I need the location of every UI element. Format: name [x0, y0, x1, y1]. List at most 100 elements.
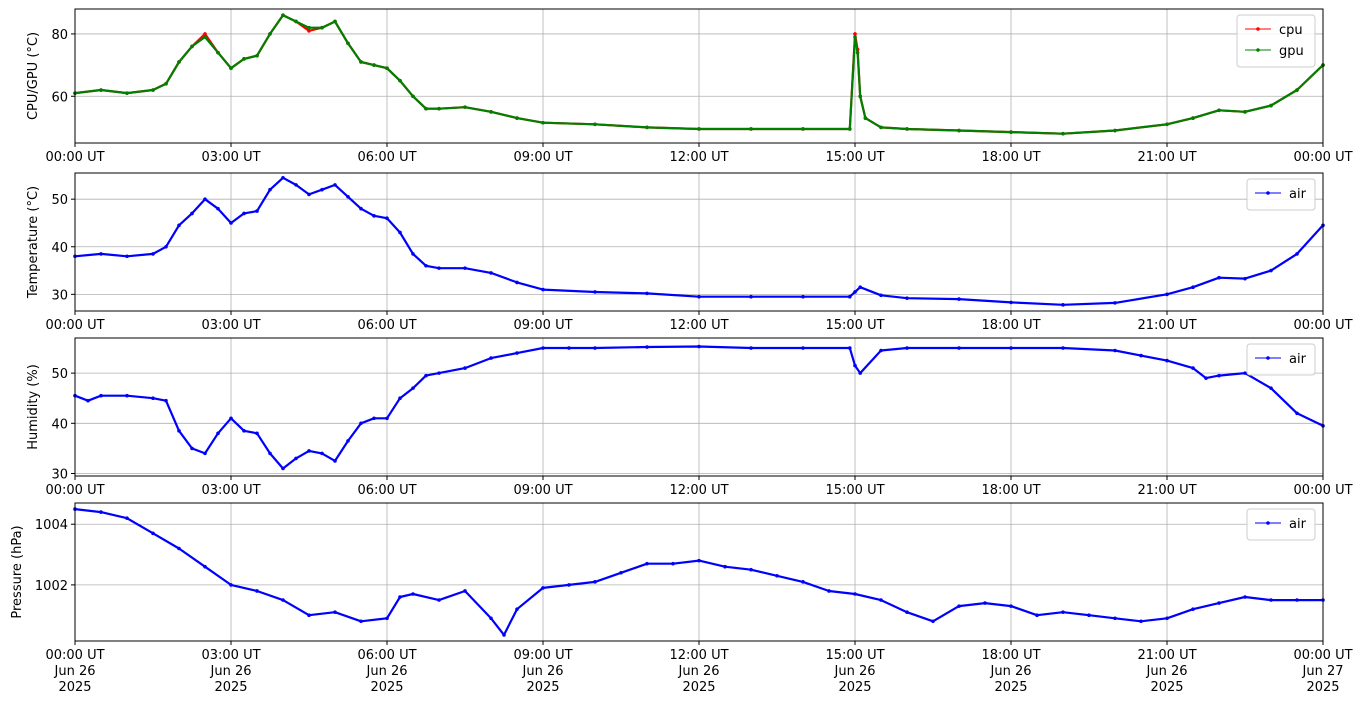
data-point-air [697, 558, 701, 563]
y-tick-label: 50 [51, 367, 68, 382]
data-point-air [801, 580, 805, 584]
data-point-air [125, 393, 129, 398]
data-point-air [190, 211, 194, 216]
data-point-air [1191, 607, 1195, 611]
x-tick-label: 00:00 UT [45, 648, 104, 663]
data-point-gpu [125, 91, 129, 95]
data-point-gpu [229, 66, 233, 71]
legend-swatch-marker [1256, 48, 1260, 52]
data-point-air [151, 252, 155, 256]
data-point-gpu [489, 110, 493, 114]
data-point-air [320, 187, 324, 192]
data-point-air [372, 416, 376, 421]
data-point-air [1243, 595, 1247, 599]
data-point-gpu [1295, 88, 1299, 92]
data-point-air [801, 294, 805, 299]
data-point-air [645, 345, 649, 349]
data-point-air [99, 393, 103, 398]
x-tick-label: 21:00 UT [1137, 483, 1196, 498]
data-point-air [1139, 619, 1143, 624]
data-point-cpu [203, 32, 207, 36]
data-point-air [463, 266, 467, 270]
data-point-air [255, 209, 259, 213]
data-point-air [853, 290, 857, 294]
data-point-air [164, 398, 168, 403]
data-point-air [333, 183, 337, 187]
data-point-air [333, 610, 337, 614]
data-point-gpu [372, 63, 376, 67]
data-point-air [489, 271, 493, 275]
data-point-air [411, 252, 415, 256]
y-tick-label: 1004 [35, 518, 68, 533]
legend-label: air [1289, 517, 1307, 532]
data-point-gpu [905, 127, 909, 131]
legend-box [1246, 178, 1316, 211]
data-point-air [437, 371, 441, 375]
y-tick-label: 80 [51, 28, 68, 43]
data-point-air [398, 595, 402, 599]
data-point-air [359, 421, 363, 426]
data-point-air [905, 296, 909, 300]
data-point-air [242, 211, 246, 216]
data-point-air [294, 456, 298, 461]
x-year-label: 2025 [838, 680, 871, 695]
data-point-air [203, 451, 207, 456]
data-point-gpu [858, 94, 862, 99]
data-point-air [593, 346, 597, 350]
data-point-air [242, 429, 246, 433]
legend-swatch-marker [1266, 191, 1270, 195]
data-point-air [1243, 276, 1247, 281]
x-tick-label: 21:00 UT [1137, 648, 1196, 663]
x-tick-label: 21:00 UT [1137, 318, 1196, 333]
data-point-air [359, 619, 363, 624]
data-point-air [502, 633, 506, 637]
data-point-air [1009, 346, 1013, 350]
data-point-air [515, 607, 519, 611]
y-tick-label: 40 [51, 417, 68, 432]
data-point-gpu [863, 116, 868, 120]
data-point-gpu [645, 125, 649, 130]
data-point-gpu [879, 125, 883, 130]
data-point-air [957, 346, 961, 350]
legend-label: air [1289, 352, 1307, 367]
data-point-gpu [515, 116, 519, 120]
data-point-air [1243, 371, 1247, 375]
data-point-air [858, 285, 862, 290]
x-date-label: Jun 26 [834, 664, 876, 679]
data-point-air [697, 294, 701, 299]
data-point-air [541, 586, 545, 590]
data-point-air [203, 197, 207, 201]
data-point-air [515, 280, 519, 285]
data-point-air [385, 216, 389, 221]
data-point-air [281, 466, 285, 471]
data-point-air [424, 373, 428, 378]
x-tick-label: 03:00 UT [201, 318, 260, 333]
legend-box [1246, 508, 1316, 541]
x-tick-label: 00:00 UT [1293, 483, 1352, 498]
data-point-air [697, 344, 701, 349]
data-point-air [281, 175, 285, 180]
data-point-air [827, 589, 831, 593]
x-tick-label: 15:00 UT [825, 318, 884, 333]
data-point-air [1217, 601, 1221, 605]
x-year-label: 2025 [994, 680, 1027, 695]
data-point-air [216, 206, 220, 211]
data-point-gpu [359, 60, 363, 64]
data-point-air [307, 192, 311, 197]
data-point-air [1295, 411, 1299, 416]
legend-label: air [1289, 187, 1307, 202]
panel-4 [71, 502, 1325, 645]
x-tick-label: 18:00 UT [981, 648, 1040, 663]
x-date-label: Jun 26 [210, 664, 252, 679]
y-axis-label: Pressure (hPa) [10, 525, 25, 618]
data-point-air [151, 396, 155, 401]
data-point-air [931, 619, 935, 624]
data-point-air [411, 386, 415, 390]
x-tick-label: 00:00 UT [45, 483, 104, 498]
y-axis-label: CPU/GPU (°C) [26, 32, 41, 120]
legend-box [1236, 14, 1316, 68]
x-tick-label: 15:00 UT [825, 150, 884, 165]
y-tick-label: 30 [51, 467, 68, 482]
x-tick-label: 06:00 UT [357, 150, 416, 165]
data-point-air [1061, 610, 1065, 614]
